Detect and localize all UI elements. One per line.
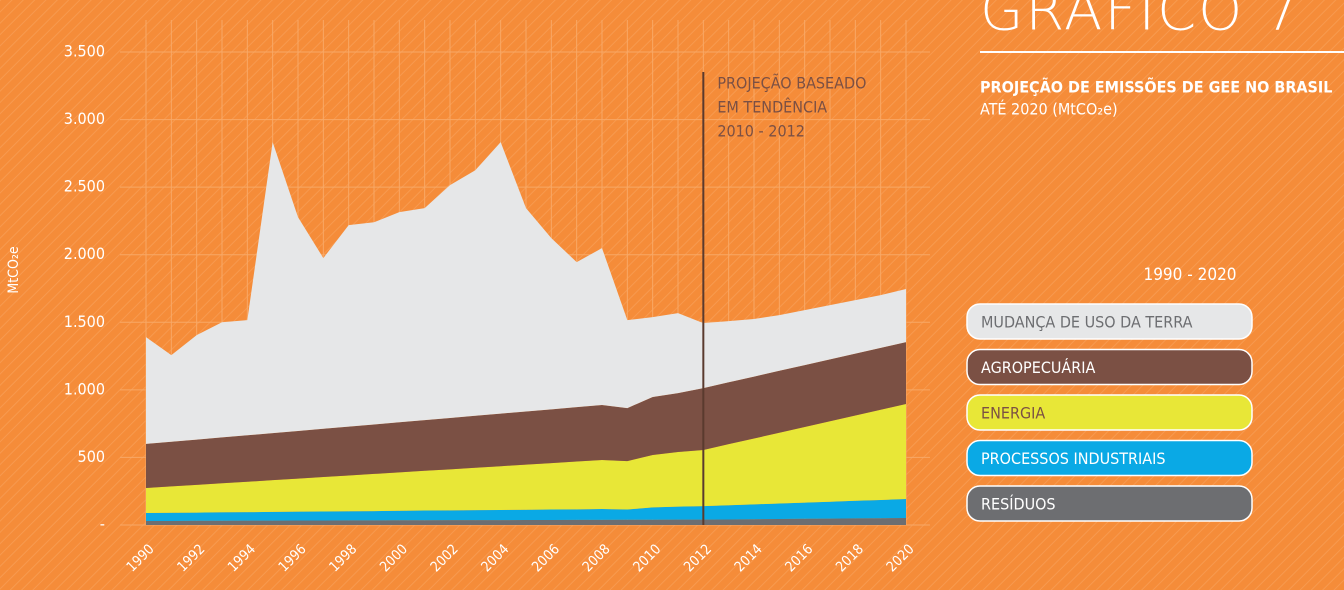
subtitle-2: ATÉ 2020 (MtCO₂e) bbox=[980, 100, 1118, 119]
legend-label: MUDANÇA DE USO DA TERRA bbox=[981, 313, 1193, 332]
annotation-text: 2010 - 2012 bbox=[717, 122, 805, 141]
y-tick-label: 2.500 bbox=[64, 177, 105, 196]
area bbox=[146, 142, 906, 444]
legend-label: ENERGIA bbox=[981, 404, 1045, 423]
legend-label: RESÍDUOS bbox=[981, 495, 1056, 514]
area bbox=[146, 517, 906, 525]
chart-title: GRÁFICO 7 bbox=[980, 0, 1302, 43]
y-tick-label: 1.000 bbox=[64, 379, 105, 398]
subtitle: PROJEÇÃO DE EMISSÕES DE GEE NO BRASIL bbox=[980, 78, 1332, 97]
area bbox=[146, 342, 906, 488]
legend-swatch bbox=[966, 348, 1253, 386]
legend-swatch bbox=[966, 303, 1253, 340]
legend-label: PROCESSOS INDUSTRIAIS bbox=[981, 449, 1166, 468]
area bbox=[146, 404, 906, 513]
legend-swatch bbox=[966, 485, 1253, 522]
area bbox=[146, 499, 906, 521]
y-tick-label: 3.500 bbox=[64, 42, 105, 61]
y-tick-label: 3.000 bbox=[64, 109, 105, 128]
y-tick-label: 1.500 bbox=[64, 312, 105, 331]
annotation-text: PROJEÇÃO BASEADO bbox=[717, 74, 866, 93]
annotation-text: EM TENDÊNCIA bbox=[717, 98, 827, 117]
legend-title: 1990 - 2020 bbox=[1143, 265, 1236, 285]
y-tick-label: - bbox=[100, 515, 105, 534]
legend-swatch bbox=[966, 439, 1253, 477]
legend-label: AGROPECUÁRIA bbox=[981, 358, 1096, 377]
y-axis-label: MtCO₂e bbox=[6, 246, 22, 294]
y-tick-label: 500 bbox=[78, 447, 105, 466]
legend-swatch bbox=[966, 394, 1253, 431]
y-tick-label: 2.000 bbox=[64, 244, 105, 263]
